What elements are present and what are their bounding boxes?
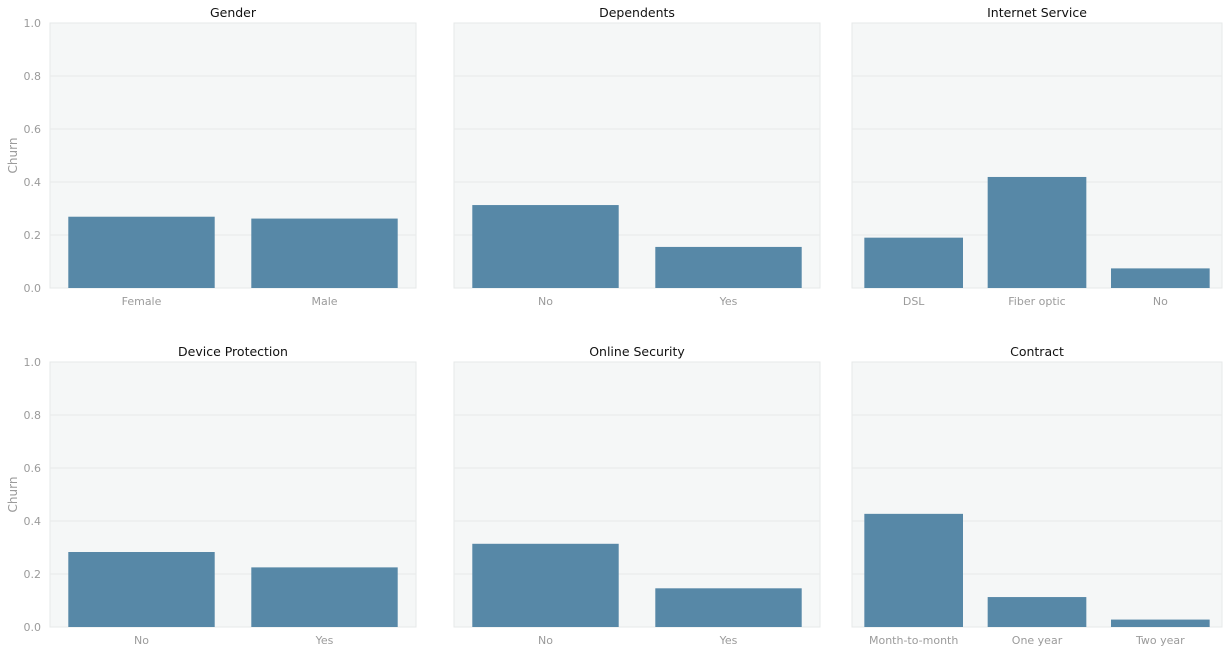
bar-no (472, 543, 619, 627)
bar-no (68, 552, 215, 627)
panel-contract: Month-to-month One year Two year Contract (851, 344, 1223, 647)
x-tick-label: Yes (719, 634, 738, 647)
bar-female (68, 216, 215, 288)
x-tick-label: Fiber optic (1008, 295, 1065, 308)
y-tick-label: 0.6 (24, 462, 42, 475)
bar-yes (655, 246, 802, 288)
x-tick-label: No (1153, 295, 1168, 308)
x-tick-label: One year (1012, 634, 1063, 647)
y-tick-label: 0.0 (24, 621, 42, 634)
bar-yes (655, 588, 802, 627)
panel-title: Dependents (599, 5, 675, 20)
panel-title: Device Protection (178, 344, 288, 359)
bar-yes (251, 567, 398, 627)
bar-two-year (1111, 619, 1210, 627)
y-tick-label: 0.2 (24, 229, 42, 242)
panel-background (851, 361, 1223, 628)
panel-dependents: No Yes Dependents (453, 5, 821, 308)
y-tick-label: 0.4 (24, 515, 42, 528)
bar-no (472, 205, 619, 288)
panel-title: Contract (1010, 344, 1064, 359)
panel-device-protection: No Yes 0.0 0.2 0.4 0.6 0.8 1.0 Churn Device Prote… (6, 344, 417, 647)
y-tick-label: 1.0 (24, 17, 42, 30)
x-tick-label: No (538, 295, 553, 308)
y-axis-label: Churn (6, 477, 20, 513)
x-tick-label: Male (311, 295, 337, 308)
panel-title: Online Security (589, 344, 685, 359)
y-tick-label: 0.4 (24, 176, 42, 189)
y-tick-label: 0.6 (24, 123, 42, 136)
bar-fiber-optic (987, 176, 1087, 288)
x-tick-label: No (538, 634, 553, 647)
y-tick-label: 1.0 (24, 356, 42, 369)
y-tick-label: 0.8 (24, 70, 42, 83)
x-tick-label: Two year (1135, 634, 1185, 647)
panel-internet-service: DSL Fiber optic No Internet Service (851, 5, 1223, 308)
bar-dsl (864, 237, 963, 288)
y-tick-label: 0.2 (24, 568, 42, 581)
x-tick-label: Female (122, 295, 162, 308)
bar-no (1111, 268, 1210, 288)
bar-one-year (987, 597, 1087, 627)
y-axis-label: Churn (6, 138, 20, 174)
panel-title: Gender (210, 5, 257, 20)
bar-month-to-month (864, 513, 963, 627)
bar-male (251, 218, 398, 288)
x-tick-label: No (134, 634, 149, 647)
x-tick-label: Month-to-month (869, 634, 958, 647)
x-tick-label: Yes (719, 295, 738, 308)
panel-gender: Female Male 0.0 0.2 0.4 0.6 0.8 1.0 Churn Gender (6, 5, 417, 308)
y-tick-label: 0.8 (24, 409, 42, 422)
x-tick-label: Yes (315, 634, 334, 647)
panel-title: Internet Service (987, 5, 1087, 20)
x-tick-label: DSL (903, 295, 925, 308)
y-tick-label: 0.0 (24, 282, 42, 295)
panel-online-security: No Yes Online Security (453, 344, 821, 647)
